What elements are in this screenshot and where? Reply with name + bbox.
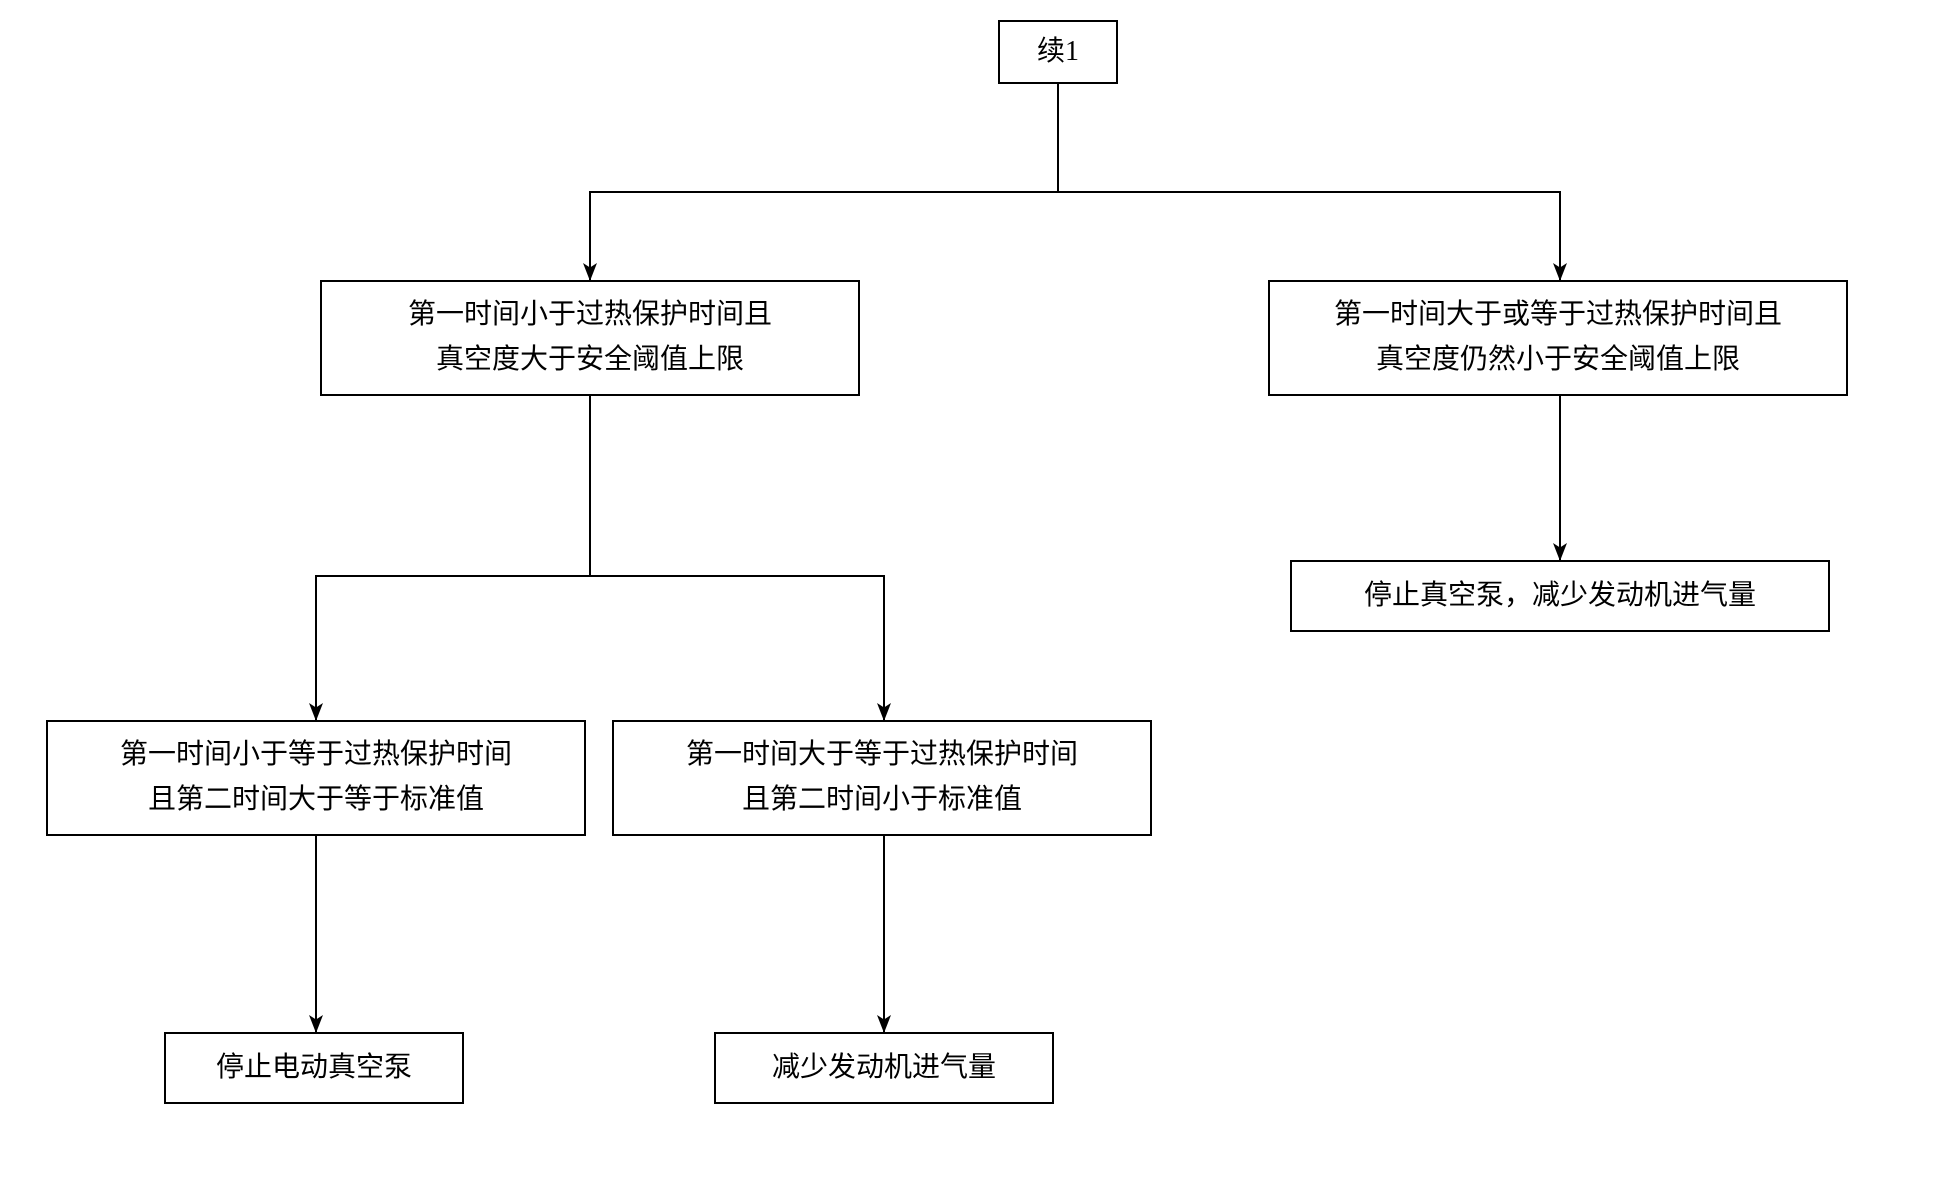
flowchart-edge — [590, 396, 884, 720]
flowchart-node-n0: 续1 — [998, 20, 1118, 84]
flowchart-node-n3: 第一时间小于等于过热保护时间 且第二时间大于等于标准值 — [46, 720, 586, 836]
flowchart-node-n7: 停止真空泵，减少发动机进气量 — [1290, 560, 1830, 632]
flowchart-node-n1: 第一时间小于过热保护时间且 真空度大于安全阈值上限 — [320, 280, 860, 396]
flowchart-node-n6: 减少发动机进气量 — [714, 1032, 1054, 1104]
flowchart-node-n2: 第一时间大于或等于过热保护时间且 真空度仍然小于安全阈值上限 — [1268, 280, 1848, 396]
flowchart-edge — [1058, 84, 1560, 280]
flowchart-edge — [590, 84, 1058, 280]
flowchart-node-n5: 停止电动真空泵 — [164, 1032, 464, 1104]
flowchart-node-n4: 第一时间大于等于过热保护时间 且第二时间小于标准值 — [612, 720, 1152, 836]
flowchart-edge — [316, 396, 590, 720]
